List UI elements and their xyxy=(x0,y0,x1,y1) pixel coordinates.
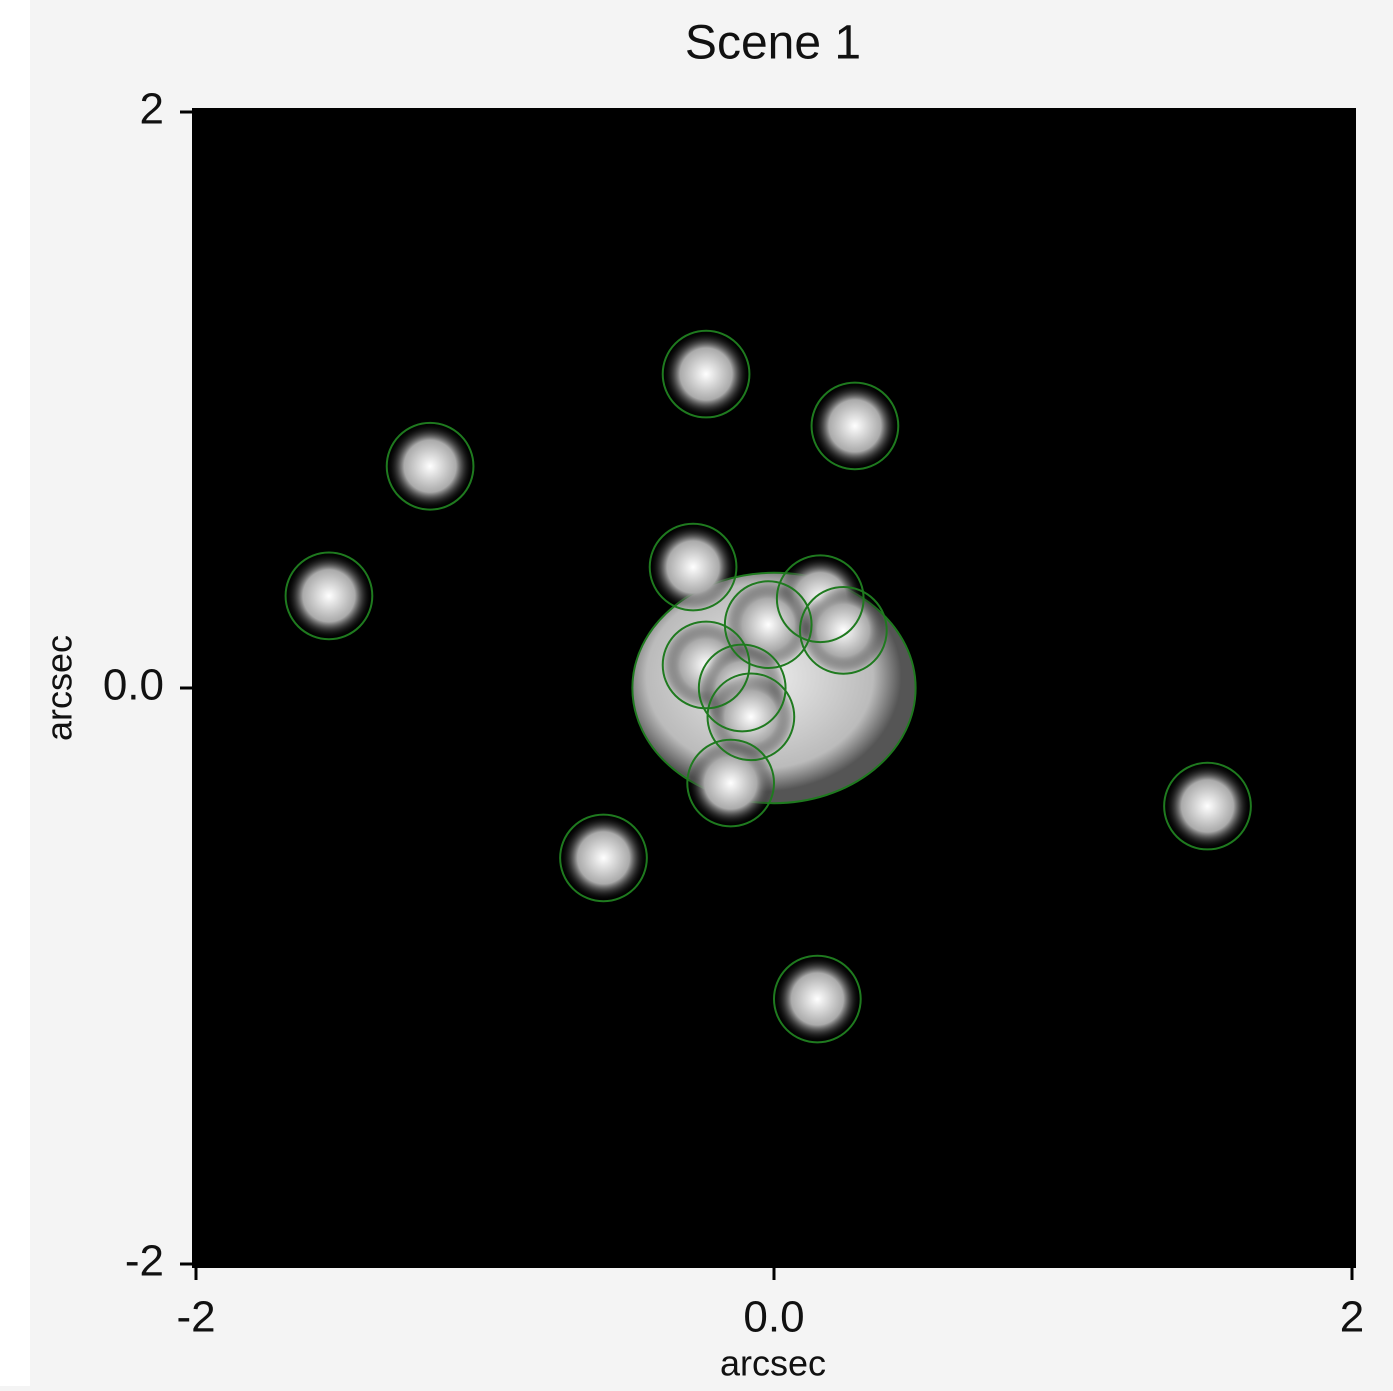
y-tick-label: 0.0 xyxy=(103,661,164,710)
y-tick-label: 2 xyxy=(140,85,164,134)
x-tick-label: -2 xyxy=(176,1293,215,1342)
chart-title: Scene 1 xyxy=(685,17,861,70)
chart: Scene 1 arcsec arcsec -2 0.0 2 -2 0.0 2 xyxy=(0,0,1393,1386)
page: {"chart_data": {"type": "scatter", "titl… xyxy=(0,0,1393,1386)
y-axis-label: arcsec xyxy=(39,635,80,741)
x-axis-label: arcsec xyxy=(720,1343,826,1384)
x-tick-label: 2 xyxy=(1340,1293,1364,1342)
left-margin xyxy=(0,0,30,1386)
x-tick-label: 0.0 xyxy=(743,1293,804,1342)
y-tick-label: -2 xyxy=(125,1237,164,1286)
